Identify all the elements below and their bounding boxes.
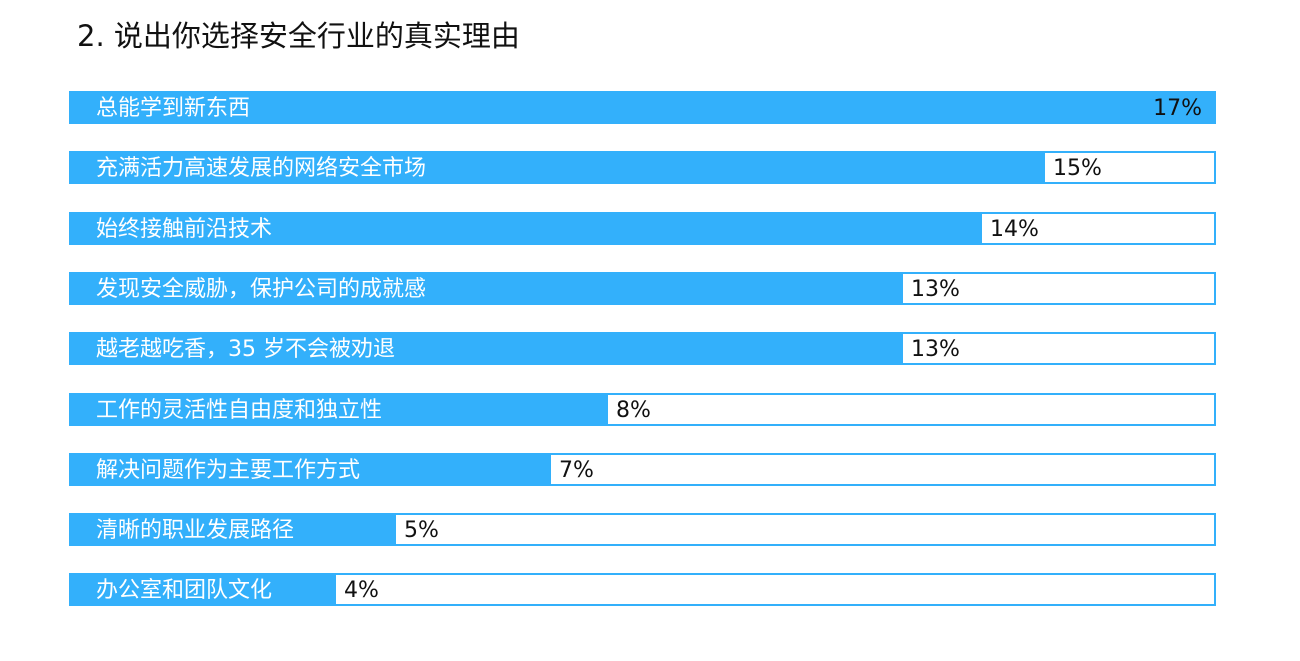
- bar-value-label: 13%: [911, 337, 960, 362]
- bar-fill: [71, 334, 903, 363]
- bar-category-label: 始终接触前沿技术: [96, 217, 273, 242]
- bar-category-label: 充满活力高速发展的网络安全市场: [96, 156, 427, 181]
- bar-fill: [71, 274, 903, 303]
- bar-row: 越老越吃香，35 岁不会被劝退 13%: [69, 332, 1216, 365]
- bar-fill: [71, 153, 1045, 182]
- bar-row: 工作的灵活性自由度和独立性 8%: [69, 393, 1216, 426]
- bar-value-label: 17%: [1153, 96, 1202, 121]
- bar-value-label: 8%: [616, 398, 651, 423]
- bar-fill: [71, 395, 608, 424]
- bar-fill: [71, 214, 982, 243]
- bar-category-label: 总能学到新东西: [96, 96, 251, 121]
- bar-fill: [71, 93, 1214, 122]
- bar-value-label: 7%: [559, 458, 594, 483]
- bar-row: 办公室和团队文化 4%: [69, 573, 1216, 606]
- bar-row: 解决问题作为主要工作方式 7%: [69, 453, 1216, 486]
- bar-value-label: 14%: [990, 217, 1039, 242]
- bar-fill: [71, 575, 336, 604]
- bar-category-label: 解决问题作为主要工作方式: [96, 458, 361, 483]
- bar-value-label: 13%: [911, 277, 960, 302]
- bar-row: 清晰的职业发展路径 5%: [69, 513, 1216, 546]
- bar-row: 始终接触前沿技术 14%: [69, 212, 1216, 245]
- bar-row: 发现安全威胁，保护公司的成就感 13%: [69, 272, 1216, 305]
- bar-value-label: 5%: [404, 518, 439, 543]
- bar-value-label: 4%: [344, 578, 379, 603]
- bar-category-label: 办公室和团队文化: [96, 578, 273, 603]
- bar-category-label: 越老越吃香，35 岁不会被劝退: [96, 337, 395, 362]
- bar-value-label: 15%: [1053, 156, 1102, 181]
- bar-fill: [71, 455, 551, 484]
- bar-row: 总能学到新东西 17%: [69, 91, 1216, 124]
- bar-category-label: 清晰的职业发展路径: [96, 518, 295, 543]
- bar-category-label: 发现安全威胁，保护公司的成就感: [96, 277, 427, 302]
- bar-category-label: 工作的灵活性自由度和独立性: [96, 398, 383, 423]
- bar-fill: [71, 515, 396, 544]
- bar-row: 充满活力高速发展的网络安全市场 15%: [69, 151, 1216, 184]
- chart-title: 2. 说出你选择安全行业的真实理由: [77, 19, 520, 53]
